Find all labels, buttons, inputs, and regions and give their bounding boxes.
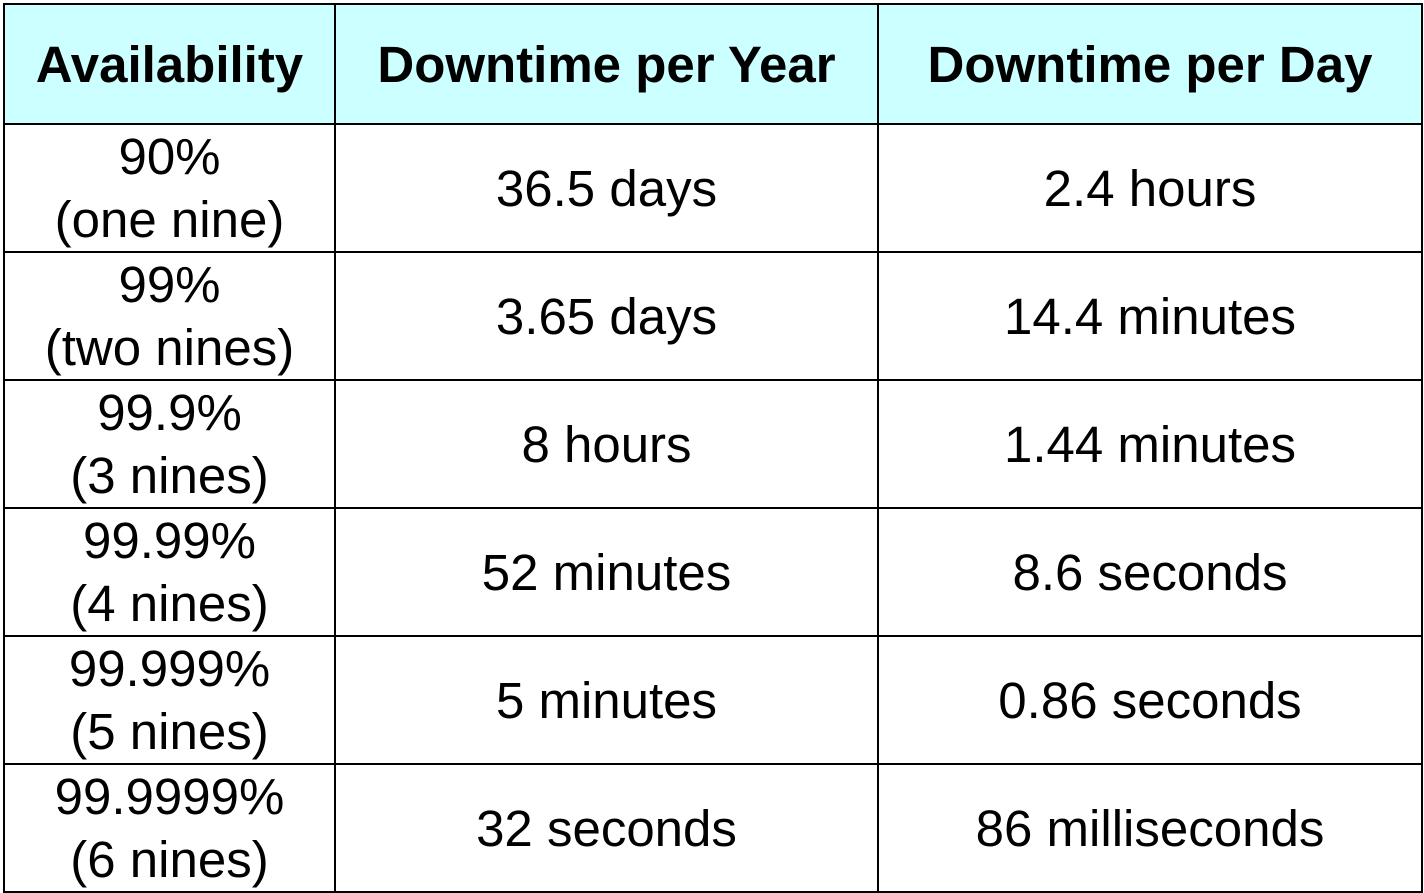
availability-nines: (4 nines) <box>70 575 269 632</box>
availability-nines: (one nine) <box>54 191 285 248</box>
header-downtime-per-year: Downtime per Year <box>334 3 879 125</box>
table-row: 99% (two nines) 3.65 days 14.4 minutes <box>3 251 1423 381</box>
downtime-per-day-cell: 2.4 hours <box>877 123 1423 253</box>
availability-percent: 99.99% <box>83 512 256 569</box>
table-row: 99.999% (5 nines) 5 minutes 0.86 seconds <box>3 635 1423 765</box>
downtime-per-year-cell: 8 hours <box>334 379 879 509</box>
table-body: 90% (one nine) 36.5 days 2.4 hours 99% (… <box>3 123 1423 893</box>
downtime-per-year-cell: 36.5 days <box>334 123 879 253</box>
availability-table: Availability Downtime per Year Downtime … <box>3 3 1423 893</box>
availability-percent: 99% <box>118 256 221 313</box>
downtime-per-day-cell: 8.6 seconds <box>877 507 1423 637</box>
downtime-per-day-cell: 14.4 minutes <box>877 251 1423 381</box>
availability-nines: (6 nines) <box>70 831 269 888</box>
table-header: Availability Downtime per Year Downtime … <box>3 3 1423 125</box>
table-row: 99.9999% (6 nines) 32 seconds 86 millise… <box>3 763 1423 893</box>
table-row: 99.99% (4 nines) 52 minutes 8.6 seconds <box>3 507 1423 637</box>
availability-nines: (5 nines) <box>70 703 269 760</box>
downtime-per-year-cell: 32 seconds <box>334 763 879 893</box>
table-row: 90% (one nine) 36.5 days 2.4 hours <box>3 123 1423 253</box>
availability-cell: 99.99% (4 nines) <box>3 507 336 637</box>
downtime-per-year-cell: 5 minutes <box>334 635 879 765</box>
availability-nines: (two nines) <box>44 319 295 376</box>
downtime-per-year-cell: 3.65 days <box>334 251 879 381</box>
header-availability: Availability <box>3 3 336 125</box>
availability-cell: 99.9% (3 nines) <box>3 379 336 509</box>
downtime-per-day-cell: 86 milliseconds <box>877 763 1423 893</box>
availability-cell: 99% (two nines) <box>3 251 336 381</box>
availability-percent: 90% <box>118 128 221 185</box>
downtime-per-year-cell: 52 minutes <box>334 507 879 637</box>
availability-percent: 99.999% <box>68 640 271 697</box>
availability-percent: 99.9999% <box>54 768 285 825</box>
downtime-per-day-cell: 0.86 seconds <box>877 635 1423 765</box>
availability-cell: 99.999% (5 nines) <box>3 635 336 765</box>
downtime-per-day-cell: 1.44 minutes <box>877 379 1423 509</box>
header-row: Availability Downtime per Year Downtime … <box>3 3 1423 125</box>
availability-percent: 99.9% <box>97 384 242 441</box>
availability-cell: 90% (one nine) <box>3 123 336 253</box>
header-downtime-per-day: Downtime per Day <box>877 3 1423 125</box>
table-row: 99.9% (3 nines) 8 hours 1.44 minutes <box>3 379 1423 509</box>
availability-cell: 99.9999% (6 nines) <box>3 763 336 893</box>
availability-nines: (3 nines) <box>70 447 269 504</box>
